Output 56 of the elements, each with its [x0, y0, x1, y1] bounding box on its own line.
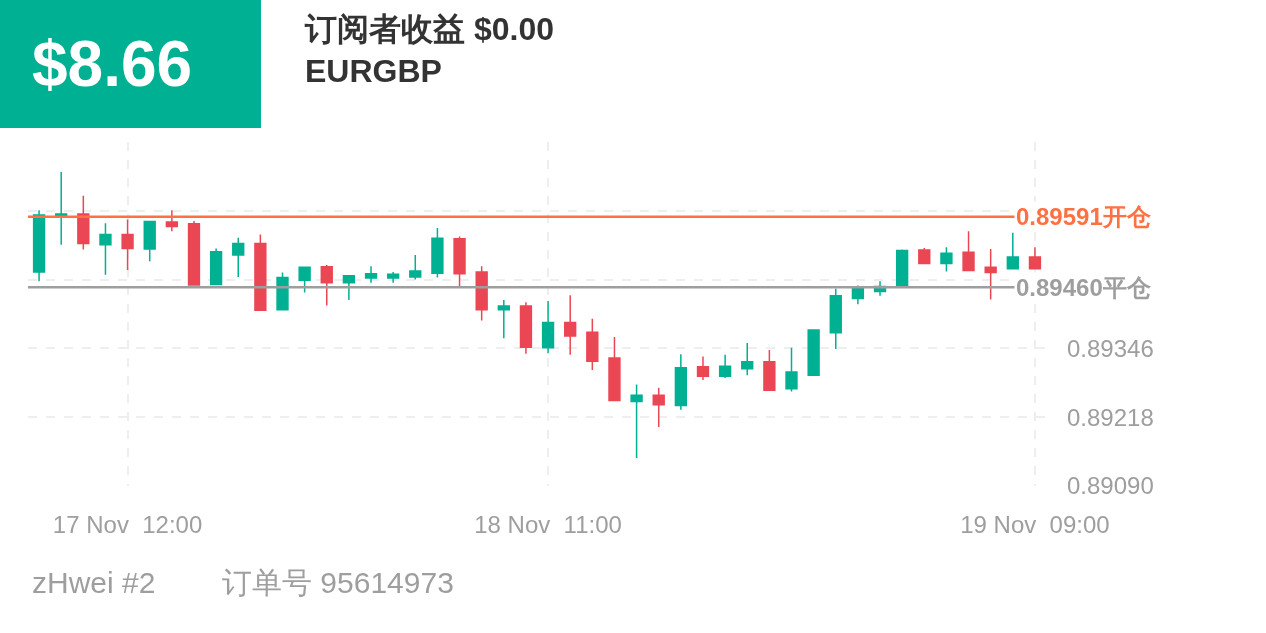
y-tick-label: 0.89346 [1067, 334, 1154, 362]
candlestick [364, 265, 378, 284]
candlestick [940, 246, 953, 273]
candlestick [674, 353, 688, 411]
candlestick [962, 230, 975, 272]
candlestick [1006, 232, 1019, 270]
candlestick [386, 271, 400, 284]
y-tick-label: 0.89090 [1067, 472, 1154, 500]
x-tick-label: 19 Nov 09:00 [960, 511, 1110, 538]
chart-subtitle: EURGBP [305, 52, 442, 89]
candlestick [143, 220, 156, 263]
candlestick [431, 227, 444, 279]
candlestick [165, 209, 179, 232]
candlestick [608, 336, 621, 402]
candlestick [99, 222, 112, 276]
candlestick [320, 264, 333, 307]
chart-title: 订阅者收益 $0.00 [304, 11, 554, 47]
candlestick [652, 386, 665, 428]
text: $8.66 [32, 28, 193, 100]
text: 订单号 95614973 [222, 566, 454, 599]
candlestick [453, 235, 466, 288]
text: zHwei #2 [32, 566, 156, 599]
candlestick [564, 294, 577, 356]
y-tick-label: 0.89218 [1067, 403, 1154, 431]
candlestick [497, 299, 510, 339]
candlestick [519, 301, 533, 355]
candlestick [1028, 246, 1042, 270]
candlestick [586, 318, 599, 371]
candlestick [409, 254, 422, 281]
candlestick [475, 265, 488, 322]
candlestick [32, 209, 46, 282]
candlestick [187, 220, 201, 286]
x-tick-label: 17 Nov 12:00 [52, 511, 203, 538]
candlestick [276, 271, 289, 311]
ref-line-label: 0.89591开仓 [1016, 203, 1152, 230]
candlestick [696, 355, 710, 381]
candlestick [829, 287, 842, 350]
candlestick [254, 233, 267, 311]
candlestick [77, 195, 90, 251]
candlestick [718, 354, 732, 379]
candlestick [807, 329, 820, 377]
candlestick [232, 236, 245, 278]
candlestick [763, 349, 776, 392]
ref-line-label: 0.89460平仓 [1016, 274, 1152, 301]
candlestick [895, 248, 909, 288]
candlestick [918, 247, 931, 265]
candlestick [121, 218, 134, 271]
candlestick [298, 266, 311, 294]
candlestick [741, 342, 754, 377]
candlestick [342, 275, 356, 301]
candlestick [541, 300, 555, 354]
candlestick [630, 383, 643, 459]
candlestick [984, 248, 997, 301]
x-tick-label: 18 Nov 11:00 [474, 511, 622, 538]
candlestick [785, 347, 798, 393]
candlestick [209, 247, 223, 286]
